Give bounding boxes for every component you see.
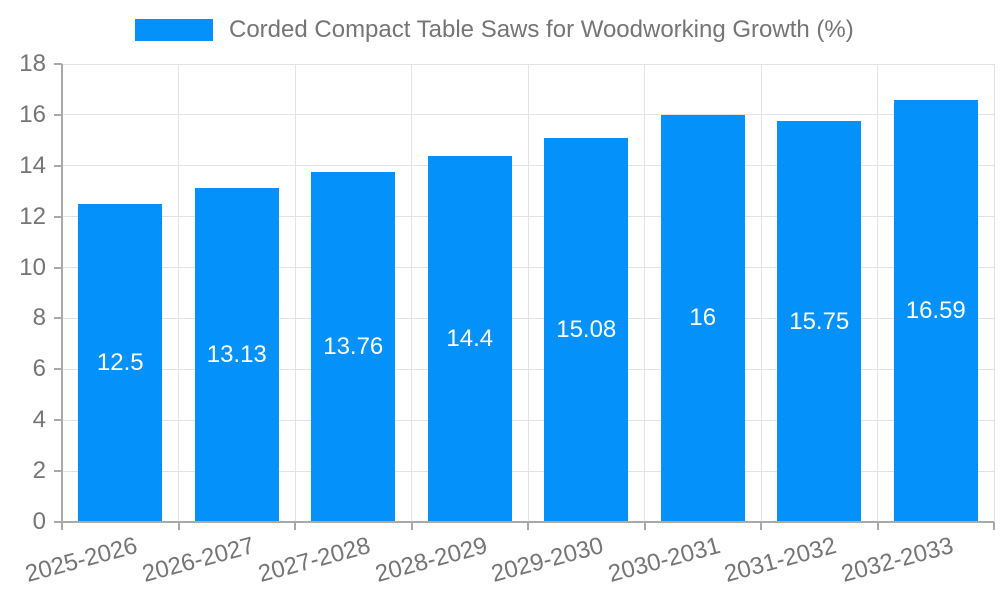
x-gridline (644, 64, 645, 522)
x-tick-label: 2027-2028 (255, 532, 374, 588)
x-tick-label: 2029-2030 (488, 532, 607, 588)
y-axis-tick (54, 419, 62, 422)
y-axis-tick (54, 63, 62, 65)
legend-item[interactable]: Corded Compact Table Saws for Woodworkin… (135, 17, 854, 43)
x-axis-tick (410, 522, 413, 530)
y-axis-tick (54, 470, 62, 473)
x-tick-label: 2032-2033 (838, 532, 957, 588)
bar (660, 114, 745, 522)
bar-value-label: 13.76 (323, 332, 384, 360)
x-axis-tick (177, 522, 180, 530)
y-tick-label: 12 (19, 202, 46, 230)
bar-value-label: 15.08 (556, 316, 617, 344)
y-tick-label: 6 (32, 355, 46, 383)
x-axis-tick (527, 522, 529, 530)
y-axis-tick (54, 317, 62, 320)
y-tick-label: 4 (32, 406, 46, 434)
bar-value-label: 12.5 (96, 348, 144, 376)
x-gridline (178, 64, 179, 522)
x-gridline (294, 64, 296, 522)
x-gridline (760, 64, 762, 522)
y-tick-label: 18 (19, 50, 46, 77)
legend-swatch (135, 19, 213, 41)
y-tick-label: 8 (32, 304, 46, 332)
y-tick-label: 0 (32, 508, 46, 535)
bar-value-label: 15.75 (789, 307, 850, 335)
y-axis-line (61, 64, 63, 524)
x-axis-tick (760, 522, 762, 530)
x-axis-tick (876, 522, 879, 530)
legend-label: Corded Compact Table Saws for Woodworkin… (229, 16, 854, 43)
bar-value-label: 13.13 (206, 340, 267, 368)
y-axis-tick (54, 368, 62, 371)
x-axis-line (62, 521, 994, 523)
x-axis-tick (61, 522, 63, 530)
x-axis-tick (643, 522, 646, 530)
y-axis-tick (54, 164, 62, 167)
y-axis-tick (54, 215, 62, 218)
x-axis-tick (993, 522, 995, 530)
bar (893, 99, 978, 522)
x-gridline (877, 64, 878, 522)
y-tick-label: 16 (19, 100, 46, 128)
y-axis-tick (54, 113, 62, 116)
bar (194, 187, 279, 522)
bar-value-label: 16 (689, 304, 717, 332)
x-gridline (411, 64, 412, 522)
bar (78, 203, 163, 522)
y-tick-label: 14 (19, 151, 46, 179)
y-axis-tick (54, 266, 62, 269)
bar (777, 121, 862, 522)
y-tick-label: 2 (32, 457, 46, 485)
bar-value-label: 16.59 (905, 296, 966, 324)
x-tick-label: 2025-2026 (22, 532, 141, 588)
x-tick-label: 2028-2029 (372, 532, 491, 588)
x-tick-label: 2031-2032 (721, 532, 840, 588)
bar (311, 171, 396, 522)
x-axis-tick (294, 522, 296, 530)
bar (544, 138, 629, 522)
y-tick-label: 10 (19, 253, 46, 281)
x-gridline (527, 64, 529, 522)
x-gridline (993, 64, 995, 522)
bar (427, 155, 512, 522)
bar-value-label: 14.4 (446, 324, 494, 352)
x-tick-label: 2030-2031 (605, 532, 724, 588)
x-tick-label: 2026-2027 (139, 532, 258, 588)
y-axis-tick (54, 521, 62, 523)
